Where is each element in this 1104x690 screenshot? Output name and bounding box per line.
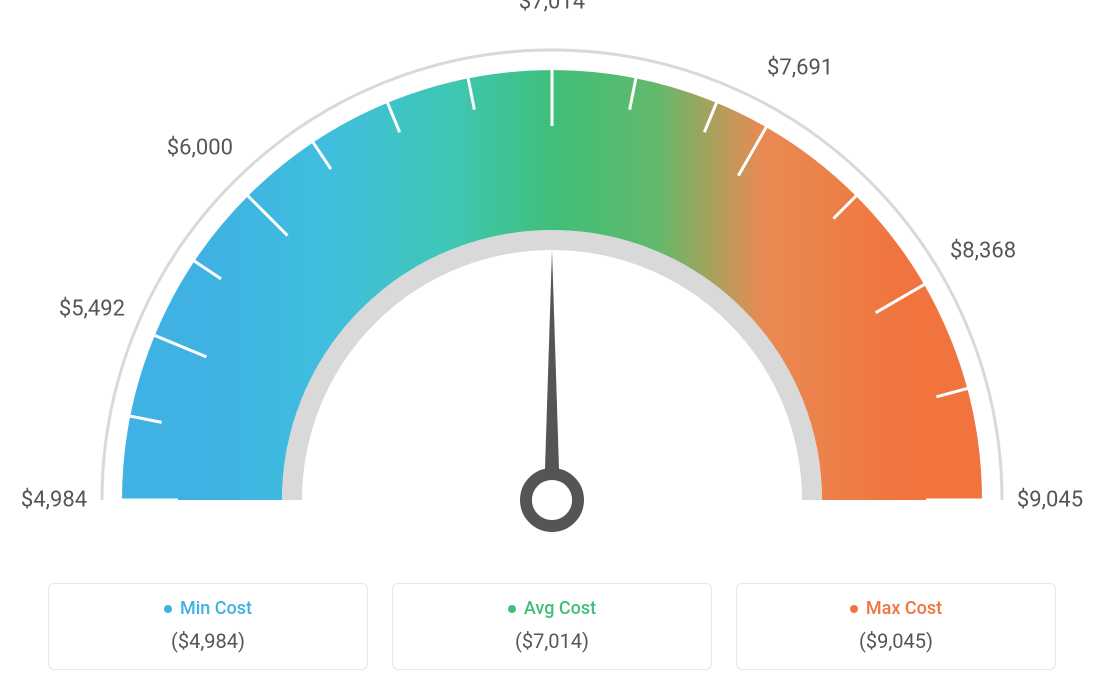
legend-card-max: Max Cost ($9,045) bbox=[736, 583, 1056, 670]
gauge-tick-label: $6,000 bbox=[167, 135, 233, 160]
legend-value-max: ($9,045) bbox=[747, 629, 1045, 653]
legend-value-min: ($4,984) bbox=[59, 629, 357, 653]
legend-title-min: Min Cost bbox=[59, 598, 357, 619]
gauge-tick-label: $4,984 bbox=[21, 488, 87, 513]
gauge-tick-label: $9,045 bbox=[1017, 488, 1083, 513]
dot-icon bbox=[508, 605, 516, 613]
legend-row: Min Cost ($4,984) Avg Cost ($7,014) Max … bbox=[0, 583, 1104, 670]
gauge-tick-label: $8,368 bbox=[950, 238, 1016, 263]
legend-card-min: Min Cost ($4,984) bbox=[48, 583, 368, 670]
legend-title-max-text: Max Cost bbox=[866, 598, 942, 619]
legend-value-avg: ($7,014) bbox=[403, 629, 701, 653]
legend-title-min-text: Min Cost bbox=[180, 598, 252, 619]
legend-title-avg: Avg Cost bbox=[403, 598, 701, 619]
dot-icon bbox=[164, 605, 172, 613]
gauge-tick-label: $5,492 bbox=[59, 297, 125, 322]
legend-title-max: Max Cost bbox=[747, 598, 1045, 619]
gauge-tick-label: $7,014 bbox=[519, 0, 585, 15]
legend-title-avg-text: Avg Cost bbox=[524, 598, 596, 619]
gauge-chart: $4,984 $5,492 $6,000 $7,014 $7,691 $8,368 $9,0… bbox=[0, 0, 1104, 560]
legend-card-avg: Avg Cost ($7,014) bbox=[392, 583, 712, 670]
gauge-tick-label: $7,691 bbox=[767, 56, 833, 81]
gauge-svg bbox=[0, 0, 1104, 560]
dot-icon bbox=[850, 605, 858, 613]
